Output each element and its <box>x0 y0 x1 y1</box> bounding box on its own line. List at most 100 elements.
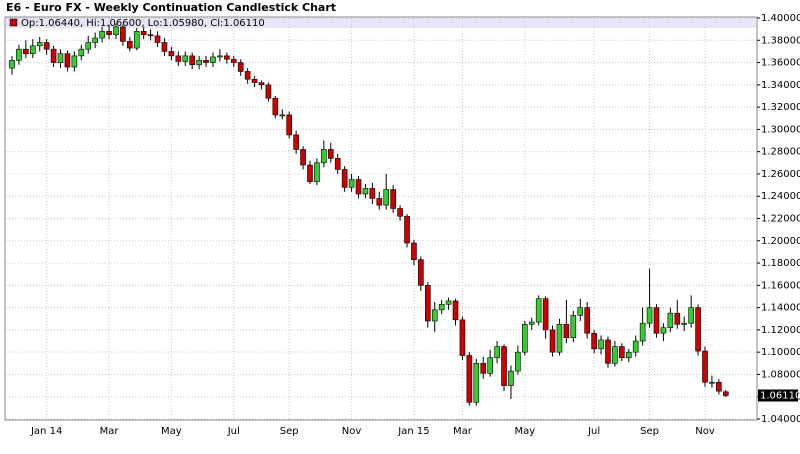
candle-body <box>43 42 50 50</box>
candle-body <box>168 51 175 57</box>
last-price-box <box>758 389 798 402</box>
candle-body <box>286 114 293 136</box>
candle-body <box>57 53 64 63</box>
y-tick-label: 1.20000 <box>761 236 800 247</box>
y-tick-label: 1.38000 <box>761 35 800 46</box>
x-tick-label: May <box>161 426 182 437</box>
x-tick-label: May <box>514 426 535 437</box>
y-tick-label: 1.14000 <box>761 303 800 314</box>
y-tick-label: 1.26000 <box>761 169 800 180</box>
candle-body <box>431 309 438 322</box>
candle-body <box>376 198 383 206</box>
candle-body <box>127 41 133 49</box>
last-price-label: 1.06110 <box>760 390 800 401</box>
candle-body <box>355 179 362 195</box>
candle-body <box>307 164 313 183</box>
candle-body <box>515 351 521 372</box>
candle-body <box>452 300 459 321</box>
candle-body <box>9 60 15 69</box>
candle-body <box>106 31 112 36</box>
candle-body <box>50 48 57 63</box>
candle-body <box>279 114 286 117</box>
x-tick-label: Nov <box>695 426 715 437</box>
candle-body <box>480 363 487 374</box>
candle-body <box>549 329 556 353</box>
candle-body <box>445 300 452 305</box>
candle-body <box>501 346 507 386</box>
candle-body <box>237 62 244 72</box>
candle-body <box>722 391 729 396</box>
candle-body <box>244 71 251 80</box>
candle-body <box>251 78 258 83</box>
candle-body <box>466 355 473 403</box>
candle-body <box>397 208 403 217</box>
candle-body <box>113 26 119 36</box>
candle-body <box>598 339 604 350</box>
y-tick-label: 1.28000 <box>761 147 800 158</box>
candle-body <box>147 34 154 37</box>
candle-body <box>92 37 98 43</box>
candle-body <box>570 315 577 338</box>
candle-body <box>140 31 147 36</box>
x-tick-label: Mar <box>100 426 120 437</box>
candle-body <box>695 307 701 352</box>
candle-body <box>64 53 71 68</box>
candle-body <box>459 319 466 356</box>
candle-body <box>473 363 480 403</box>
candle-body <box>632 340 639 353</box>
candle-body <box>660 327 667 334</box>
y-tick-label: 1.32000 <box>761 102 800 113</box>
y-tick-label: 1.08000 <box>761 369 800 380</box>
header-band <box>6 18 756 28</box>
chart-title: E6 - Euro FX - Weekly Continuation Candl… <box>6 1 336 14</box>
candle-body <box>542 298 549 331</box>
candle-body <box>224 55 230 60</box>
y-tick-label: 1.16000 <box>761 280 800 291</box>
candle-body <box>85 42 92 50</box>
candle-body <box>681 322 688 325</box>
x-tick-label: Nov <box>342 426 362 437</box>
info-swatch <box>9 18 18 27</box>
candle-body <box>535 298 542 323</box>
y-tick-label: 1.18000 <box>761 258 800 269</box>
y-tick-label: 1.12000 <box>761 325 800 336</box>
candle-body <box>300 149 306 166</box>
candle-body <box>619 346 625 359</box>
candle-body <box>418 259 424 286</box>
candle-body <box>646 307 653 324</box>
y-tick-label: 1.36000 <box>761 58 800 69</box>
x-tick-label: Sep <box>640 426 659 437</box>
y-tick-label: 1.40000 <box>761 13 800 24</box>
candle-body <box>265 84 272 99</box>
candle-body <box>563 324 570 338</box>
candle-body <box>36 42 43 47</box>
candle-body <box>314 162 320 183</box>
candle-body <box>189 55 195 66</box>
candle-body <box>133 31 140 49</box>
x-tick-label: Jan 15 <box>397 426 429 437</box>
candle-body <box>688 307 694 324</box>
candle-body <box>411 242 417 261</box>
x-tick-label: Sep <box>280 426 299 437</box>
candle-body <box>577 307 584 316</box>
candle-body <box>508 370 514 386</box>
candle-body <box>424 285 431 322</box>
candle-body <box>16 48 22 61</box>
candle-body <box>487 357 493 374</box>
y-tick-label: 1.24000 <box>761 191 800 202</box>
y-tick-label: 1.10000 <box>761 347 800 358</box>
y-tick-label: 1.22000 <box>761 214 800 225</box>
candle-body <box>182 55 189 62</box>
candle-body <box>362 188 369 195</box>
x-tick-label: Mar <box>453 426 473 437</box>
candle-body <box>709 381 715 384</box>
candle-body <box>321 149 327 164</box>
candle-body <box>584 307 590 334</box>
y-tick-label: 1.04000 <box>761 414 800 425</box>
candle-body <box>258 82 265 86</box>
candle-body <box>334 158 341 170</box>
candle-body <box>210 56 216 63</box>
candle-body <box>612 346 618 364</box>
